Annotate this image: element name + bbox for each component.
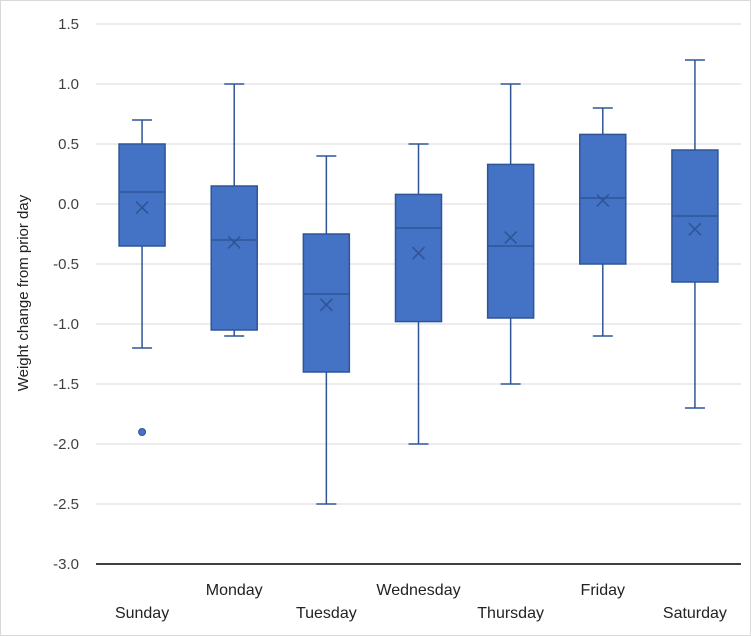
y-tick-label: 1.0 <box>58 76 79 93</box>
y-tick-label: -1.5 <box>53 376 79 393</box>
box-iqr <box>210 185 258 331</box>
box-iqr <box>302 233 351 373</box>
mean-marker <box>688 222 702 236</box>
box-iqr <box>579 133 627 265</box>
boxes <box>118 59 719 505</box>
box-wednesday <box>394 143 443 445</box>
category-label-saturday: Saturday <box>663 605 727 622</box>
box-monday <box>210 83 258 337</box>
category-label-wednesday: Wednesday <box>376 582 460 599</box>
outlier-point <box>138 428 147 436</box>
mean-marker <box>596 193 610 207</box>
mean-marker <box>504 231 518 245</box>
box-friday <box>579 107 627 337</box>
category-label-monday: Monday <box>206 582 263 599</box>
category-label-thursday: Thursday <box>477 605 544 622</box>
y-tick-label: 0.0 <box>58 196 79 213</box>
box-tuesday <box>302 155 351 505</box>
y-tick-label: -3.0 <box>53 556 79 573</box>
mean-marker <box>227 235 241 249</box>
x-axis-category-labels: Sunday Monday Tuesday Wednesday Thursday Frid… <box>115 582 727 622</box>
y-tick-label: -2.5 <box>53 496 79 513</box>
box-iqr <box>118 143 166 247</box>
y-tick-label: -1.0 <box>53 316 79 333</box>
y-tick-label: 0.5 <box>58 136 79 153</box>
mean-marker <box>319 298 333 312</box>
y-axis-title: Weight change from prior day <box>15 194 32 391</box>
mean-marker <box>135 201 149 215</box>
y-tick-label: -2.0 <box>53 436 79 453</box>
box-sunday <box>118 119 166 436</box>
box-iqr <box>486 163 535 319</box>
box-thursday <box>486 83 535 385</box>
box-saturday <box>671 59 719 409</box>
box-iqr <box>394 193 443 323</box>
category-label-tuesday: Tuesday <box>296 605 357 622</box>
y-tick-label: -0.5 <box>53 256 79 273</box>
mean-marker <box>411 246 426 260</box>
category-label-sunday: Sunday <box>115 605 169 622</box>
y-tick-label: 1.5 <box>58 16 79 33</box>
category-label-friday: Friday <box>581 582 625 599</box>
y-axis-tick-labels: 1.5 1.0 0.5 0.0 -0.5 -1.0 -1.5 -2.0 -2.5 -3.0 <box>53 16 79 573</box>
